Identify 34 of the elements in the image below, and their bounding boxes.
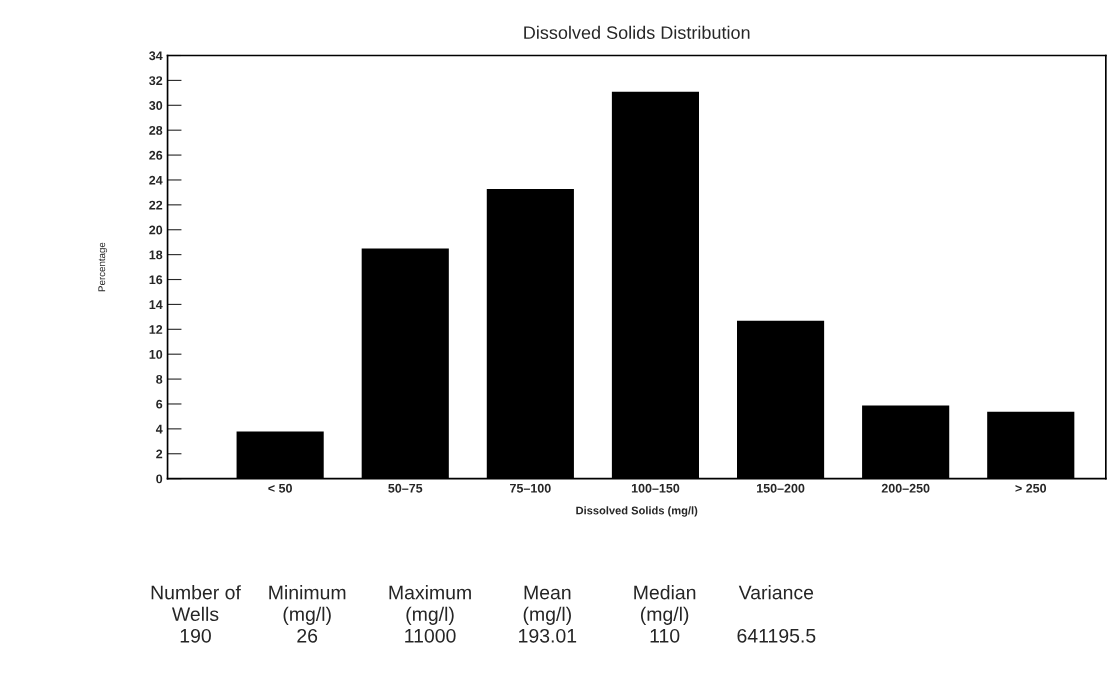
x-tick-label: > 250: [1015, 483, 1047, 493]
text: Number of Wells 190: [151, 585, 241, 643]
text: Median (mg/l) 110: [634, 585, 696, 643]
y-tick-label: 34: [149, 51, 163, 61]
y-axis-title: Percentage: [98, 242, 108, 292]
x-tick-label: 75–100: [510, 483, 551, 493]
y-tick-label: 8: [156, 374, 163, 384]
y-tick-label: 26: [149, 150, 163, 160]
y-tick-label: 24: [149, 175, 163, 185]
y-tick-label: 14: [149, 300, 163, 309]
y-tick-label: 18: [149, 250, 163, 260]
text: Mean (mg/l) 193.01: [519, 585, 577, 643]
y-tick-label: 20: [149, 225, 163, 235]
y-tick-label: 16: [149, 275, 163, 285]
x-tick-label: 200–250: [881, 483, 930, 493]
text: Variance 641195.5: [737, 585, 816, 643]
y-tick-label: 6: [156, 399, 163, 409]
y-tick-label: 4: [155, 424, 163, 434]
y-tick-label: 32: [149, 76, 163, 86]
text: Minimum (mg/l) 26: [269, 585, 346, 643]
y-tick-label: 2: [156, 449, 163, 459]
text: Maximum (mg/l) 11000: [389, 585, 471, 643]
x-tick-label: 100–150: [631, 483, 680, 493]
y-tick-label: 30: [149, 101, 163, 110]
y-tick-label: 12: [149, 325, 163, 334]
x-tick-label: 150–200: [757, 483, 805, 493]
y-tick-label: 0: [156, 474, 163, 484]
y-tick-label: 10: [149, 349, 163, 359]
x-axis-title: Dissolved Solids (mg/l): [576, 506, 698, 517]
x-tick-label: 50–75: [388, 483, 423, 493]
y-tick-label: 28: [149, 125, 163, 135]
x-tick-label: < 50: [268, 483, 292, 493]
y-tick-label: 22: [149, 200, 163, 210]
chart-title: Dissolved Solids Distribution: [524, 25, 750, 40]
